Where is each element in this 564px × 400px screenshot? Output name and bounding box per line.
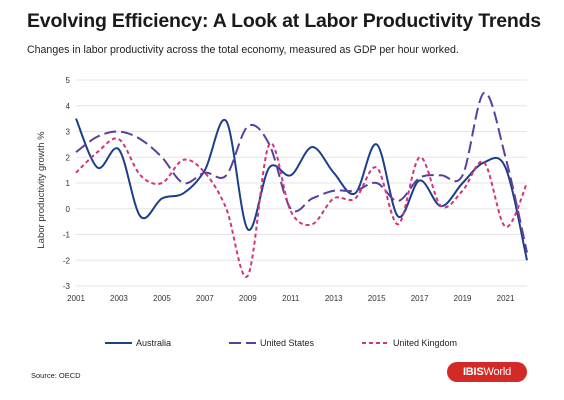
series-line-australia — [75, 118, 528, 261]
x-tick-label: 2017 — [411, 294, 429, 303]
series-line-united-states — [75, 91, 528, 253]
y-tick-label: -3 — [63, 282, 71, 291]
legend-label: Australia — [136, 338, 171, 348]
chart-grid — [76, 79, 527, 287]
x-tick-label: 2009 — [239, 294, 257, 303]
x-tick-label: 2007 — [196, 294, 214, 303]
x-tick-label: 2005 — [153, 294, 171, 303]
series-lines — [75, 91, 528, 278]
y-tick-label: 1 — [66, 179, 71, 188]
y-tick-label: 5 — [66, 76, 71, 85]
series-line-united-kingdom — [75, 137, 528, 278]
legend: Australia United States United Kingdom — [105, 338, 457, 348]
y-axis-label: Labor productivity growth % — [36, 131, 47, 249]
y-tick-label: -1 — [63, 231, 71, 240]
x-tick-label: 2015 — [368, 294, 386, 303]
y-tick-label: 2 — [66, 153, 71, 162]
source-note: Source: OECD — [31, 371, 81, 380]
legend-label: United States — [260, 338, 315, 348]
x-tick-label: 2001 — [67, 294, 85, 303]
y-axis-ticks: -3 -2 -1 0 1 2 3 4 5 — [63, 76, 71, 291]
logo-bold-text: IBIS — [462, 366, 484, 378]
y-tick-label: -2 — [63, 256, 71, 265]
y-tick-label: 3 — [66, 128, 71, 137]
chart-subtitle: Changes in labor productivity across the… — [27, 44, 459, 56]
y-tick-label: 4 — [66, 102, 71, 111]
logo-regular-text: World — [483, 366, 512, 378]
legend-label: United Kingdom — [393, 338, 457, 348]
x-tick-label: 2011 — [282, 294, 300, 303]
y-tick-label: 0 — [66, 205, 71, 214]
chart-title: Evolving Efficiency: A Look at Labor Pro… — [27, 10, 541, 32]
x-tick-label: 2019 — [454, 294, 472, 303]
x-tick-label: 2003 — [110, 294, 128, 303]
x-axis-ticks: 2001 2003 2005 2007 2009 2011 2013 2015 2017 2019… — [67, 294, 515, 303]
x-tick-label: 2013 — [325, 294, 343, 303]
x-tick-label: 2021 — [497, 294, 515, 303]
ibisworld-logo: IBISWorld — [447, 362, 527, 382]
